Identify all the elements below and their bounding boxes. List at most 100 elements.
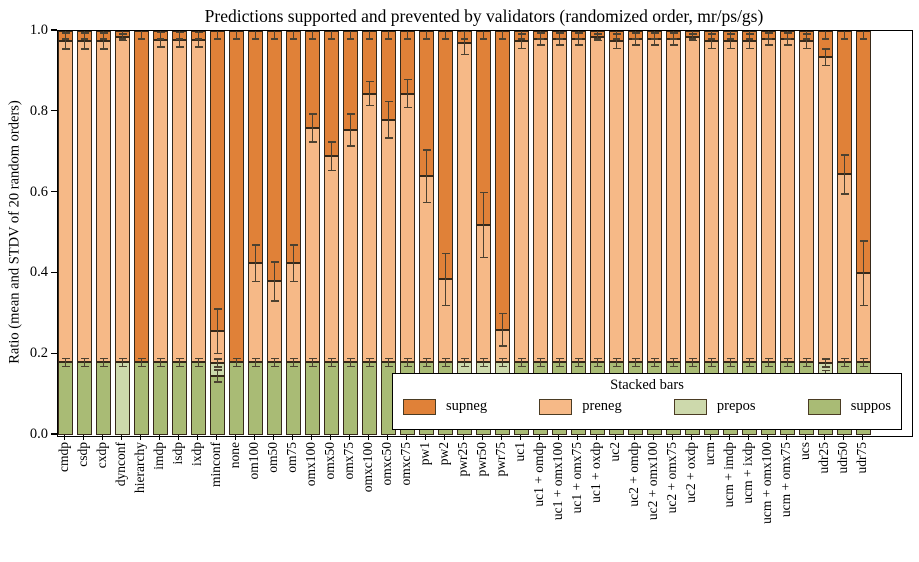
errorbar-boundary xyxy=(501,313,504,347)
errorbar-boundary xyxy=(83,33,86,50)
errorbar-green-top-cap xyxy=(175,365,184,367)
errorbar-green-top-cap xyxy=(498,357,507,359)
errorbar-green-top xyxy=(292,358,295,367)
errorbar-boundary xyxy=(330,142,333,171)
legend-entry-suppos: suppos xyxy=(807,398,891,415)
errorbar-top-tick xyxy=(558,31,561,40)
errorbar-green-top xyxy=(349,358,352,367)
errorbar-green-top-cap xyxy=(479,357,488,359)
errorbar-boundary xyxy=(615,33,618,49)
errorbar-green-top-cap xyxy=(726,365,735,367)
errorbar-boundary-cap xyxy=(61,48,70,50)
errorbar-boundary xyxy=(843,155,846,194)
x-tick-label: ucm + ixdp xyxy=(739,442,755,504)
errorbar-green-top xyxy=(520,358,523,367)
errorbar-top-tick xyxy=(615,31,618,40)
errorbar-top-tick xyxy=(482,31,485,40)
x-tick xyxy=(519,435,522,440)
errorbar-top-tick xyxy=(634,31,637,40)
segment-preneg xyxy=(533,39,548,363)
errorbar-green-top-cap xyxy=(346,365,355,367)
errorbar-top-tick xyxy=(463,31,466,40)
errorbar-boundary-cap xyxy=(555,44,564,46)
y-tick xyxy=(51,352,57,354)
errorbar-green-top-cap xyxy=(593,357,602,359)
x-tick-label: om50 xyxy=(264,442,280,473)
errorbar-top-cap xyxy=(841,38,848,40)
errorbar-boundary-cap xyxy=(270,261,279,263)
errorbar-boundary-cap xyxy=(574,44,583,46)
segment-preneg xyxy=(704,41,719,363)
errorbar-boundary xyxy=(216,308,219,354)
bar-cxdp xyxy=(96,31,111,436)
errorbar-top-tick xyxy=(444,31,447,40)
segment-preneg xyxy=(609,41,624,363)
segment-suppos xyxy=(153,362,168,435)
segment-preneg xyxy=(590,37,605,363)
errorbar-green-top-cap xyxy=(593,365,602,367)
errorbar-boundary-cap xyxy=(745,47,754,50)
x-tick xyxy=(804,435,807,440)
errorbar-boundary xyxy=(824,49,827,66)
errorbar-top-cap xyxy=(442,38,449,40)
errorbar-green-top-cap xyxy=(365,357,374,359)
errorbar-top-tick xyxy=(805,31,808,40)
errorbar-green-top-cap xyxy=(384,357,393,359)
errorbar-boundary-cap xyxy=(479,191,488,194)
x-tick-label: uc1 + omx100 xyxy=(549,442,565,521)
errorbar-extra-cap xyxy=(213,369,222,371)
errorbar-top-tick xyxy=(216,31,219,40)
bar-om50 xyxy=(267,31,282,436)
y-tick-label: 0.0 xyxy=(29,426,48,442)
errorbar-green-top-cap xyxy=(669,357,678,359)
errorbar-green-top xyxy=(501,358,504,367)
errorbar-top-tick xyxy=(824,31,827,40)
errorbar-top-tick xyxy=(197,31,200,40)
x-tick xyxy=(823,435,826,440)
errorbar-boundary-cap xyxy=(517,47,526,50)
segment-supneg xyxy=(134,31,149,363)
errorbar-green-top-cap xyxy=(403,365,412,367)
errorbar-top-cap xyxy=(651,38,658,40)
errorbar-boundary-cap xyxy=(821,64,830,67)
errorbar-green-top xyxy=(178,358,181,367)
segment-supneg xyxy=(286,31,301,264)
errorbar-boundary xyxy=(368,81,371,106)
bar-cmdp xyxy=(58,31,73,436)
y-tick xyxy=(51,29,57,31)
errorbar-green-top-cap xyxy=(137,365,146,367)
x-tick xyxy=(842,435,845,440)
errorbar-boundary-cap xyxy=(688,39,697,41)
x-tick-label: isdp xyxy=(169,442,185,465)
segment-preneg xyxy=(647,39,662,363)
errorbar-top-cap xyxy=(727,38,734,40)
errorbar-boundary-cap xyxy=(764,44,773,46)
errorbar-boundary-cap xyxy=(802,47,811,50)
errorbar-boundary xyxy=(387,101,390,139)
x-tick-label: hierarchy xyxy=(131,442,147,493)
errorbar-top-cap xyxy=(461,38,468,40)
errorbar-green-top-cap xyxy=(232,365,241,367)
x-tick-label: omxc75 xyxy=(397,442,413,486)
errorbar-top-tick xyxy=(387,31,390,40)
errorbar-boundary-cap xyxy=(631,44,640,46)
chart-title: Predictions supported and prevented by v… xyxy=(204,6,764,26)
errorbar-top-cap xyxy=(708,38,715,40)
segment-preneg xyxy=(799,41,814,363)
errorbar-top-cap xyxy=(594,38,601,40)
errorbar-green-top-cap xyxy=(745,365,754,367)
errorbar-green-top-cap xyxy=(365,365,374,367)
segment-preneg xyxy=(628,39,643,363)
bar-csdp xyxy=(77,31,92,436)
errorbar-top-tick xyxy=(273,31,276,40)
errorbar-green-top xyxy=(653,358,656,367)
errorbar-boundary-cap xyxy=(289,280,298,283)
errorbar-green-top xyxy=(197,358,200,367)
errorbar-top-tick xyxy=(254,31,257,40)
segment-supneg xyxy=(438,31,453,280)
errorbar-top-cap xyxy=(556,38,563,40)
segment-preneg xyxy=(172,39,187,363)
errorbar-green-top xyxy=(767,358,770,367)
segment-preneg xyxy=(780,39,795,363)
errorbar-top-tick xyxy=(596,31,599,40)
